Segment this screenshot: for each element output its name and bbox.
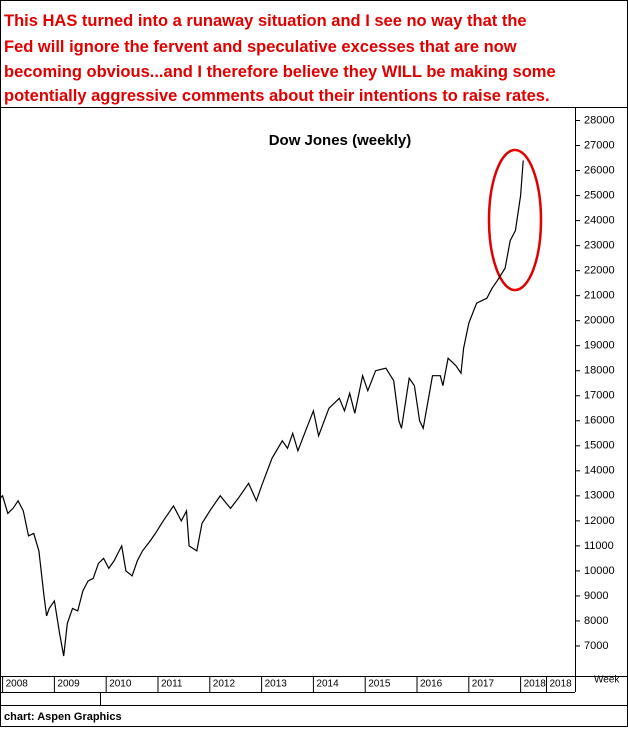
y-tick-label: 22000 [584,265,615,277]
y-tick-label: 20000 [584,315,615,327]
y-tick-label: 28000 [584,114,615,126]
y-tick-label: 26000 [584,164,615,176]
x-tick-label: 2017 [472,679,495,690]
annotation-line: This HAS turned into a runaway situation… [4,12,527,30]
x-tick-label: 2012 [213,679,236,690]
y-tick-label: 16000 [584,415,615,427]
x-tick-label: 2009 [57,679,80,690]
x-tick-label: 2010 [109,679,132,690]
x-tick-label: 2008 [6,679,29,690]
y-tick-label: 19000 [584,340,615,352]
y-tick-label: 14000 [584,465,615,477]
line-series [0,160,524,657]
x-tick-label: 2011 [161,679,183,690]
y-tick-label: 7000 [584,640,608,652]
y-tick-label: 21000 [584,290,615,302]
x-tick-label: 2018 [524,679,547,690]
y-tick-label: 27000 [584,139,615,151]
y-tick-label: 17000 [584,390,615,402]
y-tick-label: 12000 [584,515,615,527]
y-tick-label: 9000 [584,590,608,602]
annotation-line: becoming obvious...and I therefore belie… [4,63,556,81]
chart-title: Dow Jones (weekly) [269,132,412,149]
y-tick-label: 11000 [584,540,614,552]
x-axis-label: Week [594,675,620,686]
highlight-ellipse [487,148,543,292]
x-tick-label: 2013 [265,679,288,690]
y-tick-label: 13000 [584,490,615,502]
y-tick-label: 24000 [584,215,615,227]
x-tick-label: 2016 [420,679,443,690]
x-tick-label: 2014 [316,679,339,690]
annotation-line: Fed will ignore the fervent and speculat… [4,38,517,56]
y-tick-label: 8000 [584,615,608,627]
y-tick-label: 18000 [584,365,615,377]
x-tick-label: 2015 [368,679,391,690]
source: chart: Aspen Graphics [4,711,122,723]
x-tick-label: 2018 [550,679,573,690]
y-tick-label: 23000 [584,240,615,252]
y-tick-label: 10000 [584,565,615,577]
annotation-line: potentially aggressive comments about th… [4,87,550,105]
y-tick-label: 25000 [584,189,615,201]
y-tick-label: 15000 [584,440,615,452]
